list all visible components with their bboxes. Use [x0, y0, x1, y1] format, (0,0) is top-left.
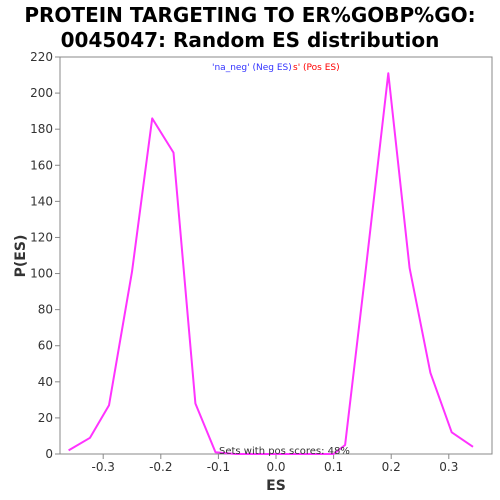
series-group	[68, 72, 474, 455]
x-tick-label: 0.3	[439, 460, 458, 474]
x-tick-label: 0.1	[324, 460, 343, 474]
y-tick-label: 100	[30, 267, 53, 281]
y-tick-label: 40	[38, 375, 53, 389]
legend: 'na_neg' (Neg ES) s' (Pos ES)	[212, 63, 340, 73]
chart-title-line1: PROTEIN TARGETING TO ER%GOBP%GO:	[24, 3, 475, 27]
sets-annotation: Sets with pos scores: 48%	[219, 446, 350, 457]
y-tick-label: 220	[30, 50, 53, 64]
y-axis-label: P(ES)	[13, 235, 29, 278]
x-tick-label: -0.3	[91, 460, 114, 474]
y-tick-label: 120	[30, 230, 53, 244]
chart-title-line2: 0045047: Random ES distribution	[61, 28, 440, 52]
plot-frame	[59, 56, 493, 455]
x-tick-label: 0.0	[266, 460, 285, 474]
y-tick-label: 20	[38, 411, 53, 425]
y-tick-label: 0	[45, 447, 53, 461]
x-tick-label: -0.2	[149, 460, 172, 474]
legend-neg: 'na_neg' (Neg ES)	[212, 63, 292, 73]
y-tick-label: 60	[38, 339, 53, 353]
legend-pos: s' (Pos ES)	[293, 63, 340, 73]
y-tick-label: 160	[30, 158, 53, 172]
y-axis-ticks: 0 20 40 60 80 100 120 140 160 180 200 220	[30, 50, 60, 461]
y-tick-label: 140	[30, 194, 53, 208]
x-axis-ticks: -0.3 -0.2 -0.1 0.0 0.1 0.2 0.3	[91, 454, 458, 474]
es-distribution-line	[68, 72, 474, 455]
y-tick-label: 180	[30, 122, 53, 136]
y-tick-label: 80	[38, 303, 53, 317]
x-axis-label: ES	[266, 478, 286, 494]
x-tick-label: 0.2	[382, 460, 401, 474]
x-tick-label: -0.1	[207, 460, 230, 474]
y-tick-label: 200	[30, 86, 53, 100]
